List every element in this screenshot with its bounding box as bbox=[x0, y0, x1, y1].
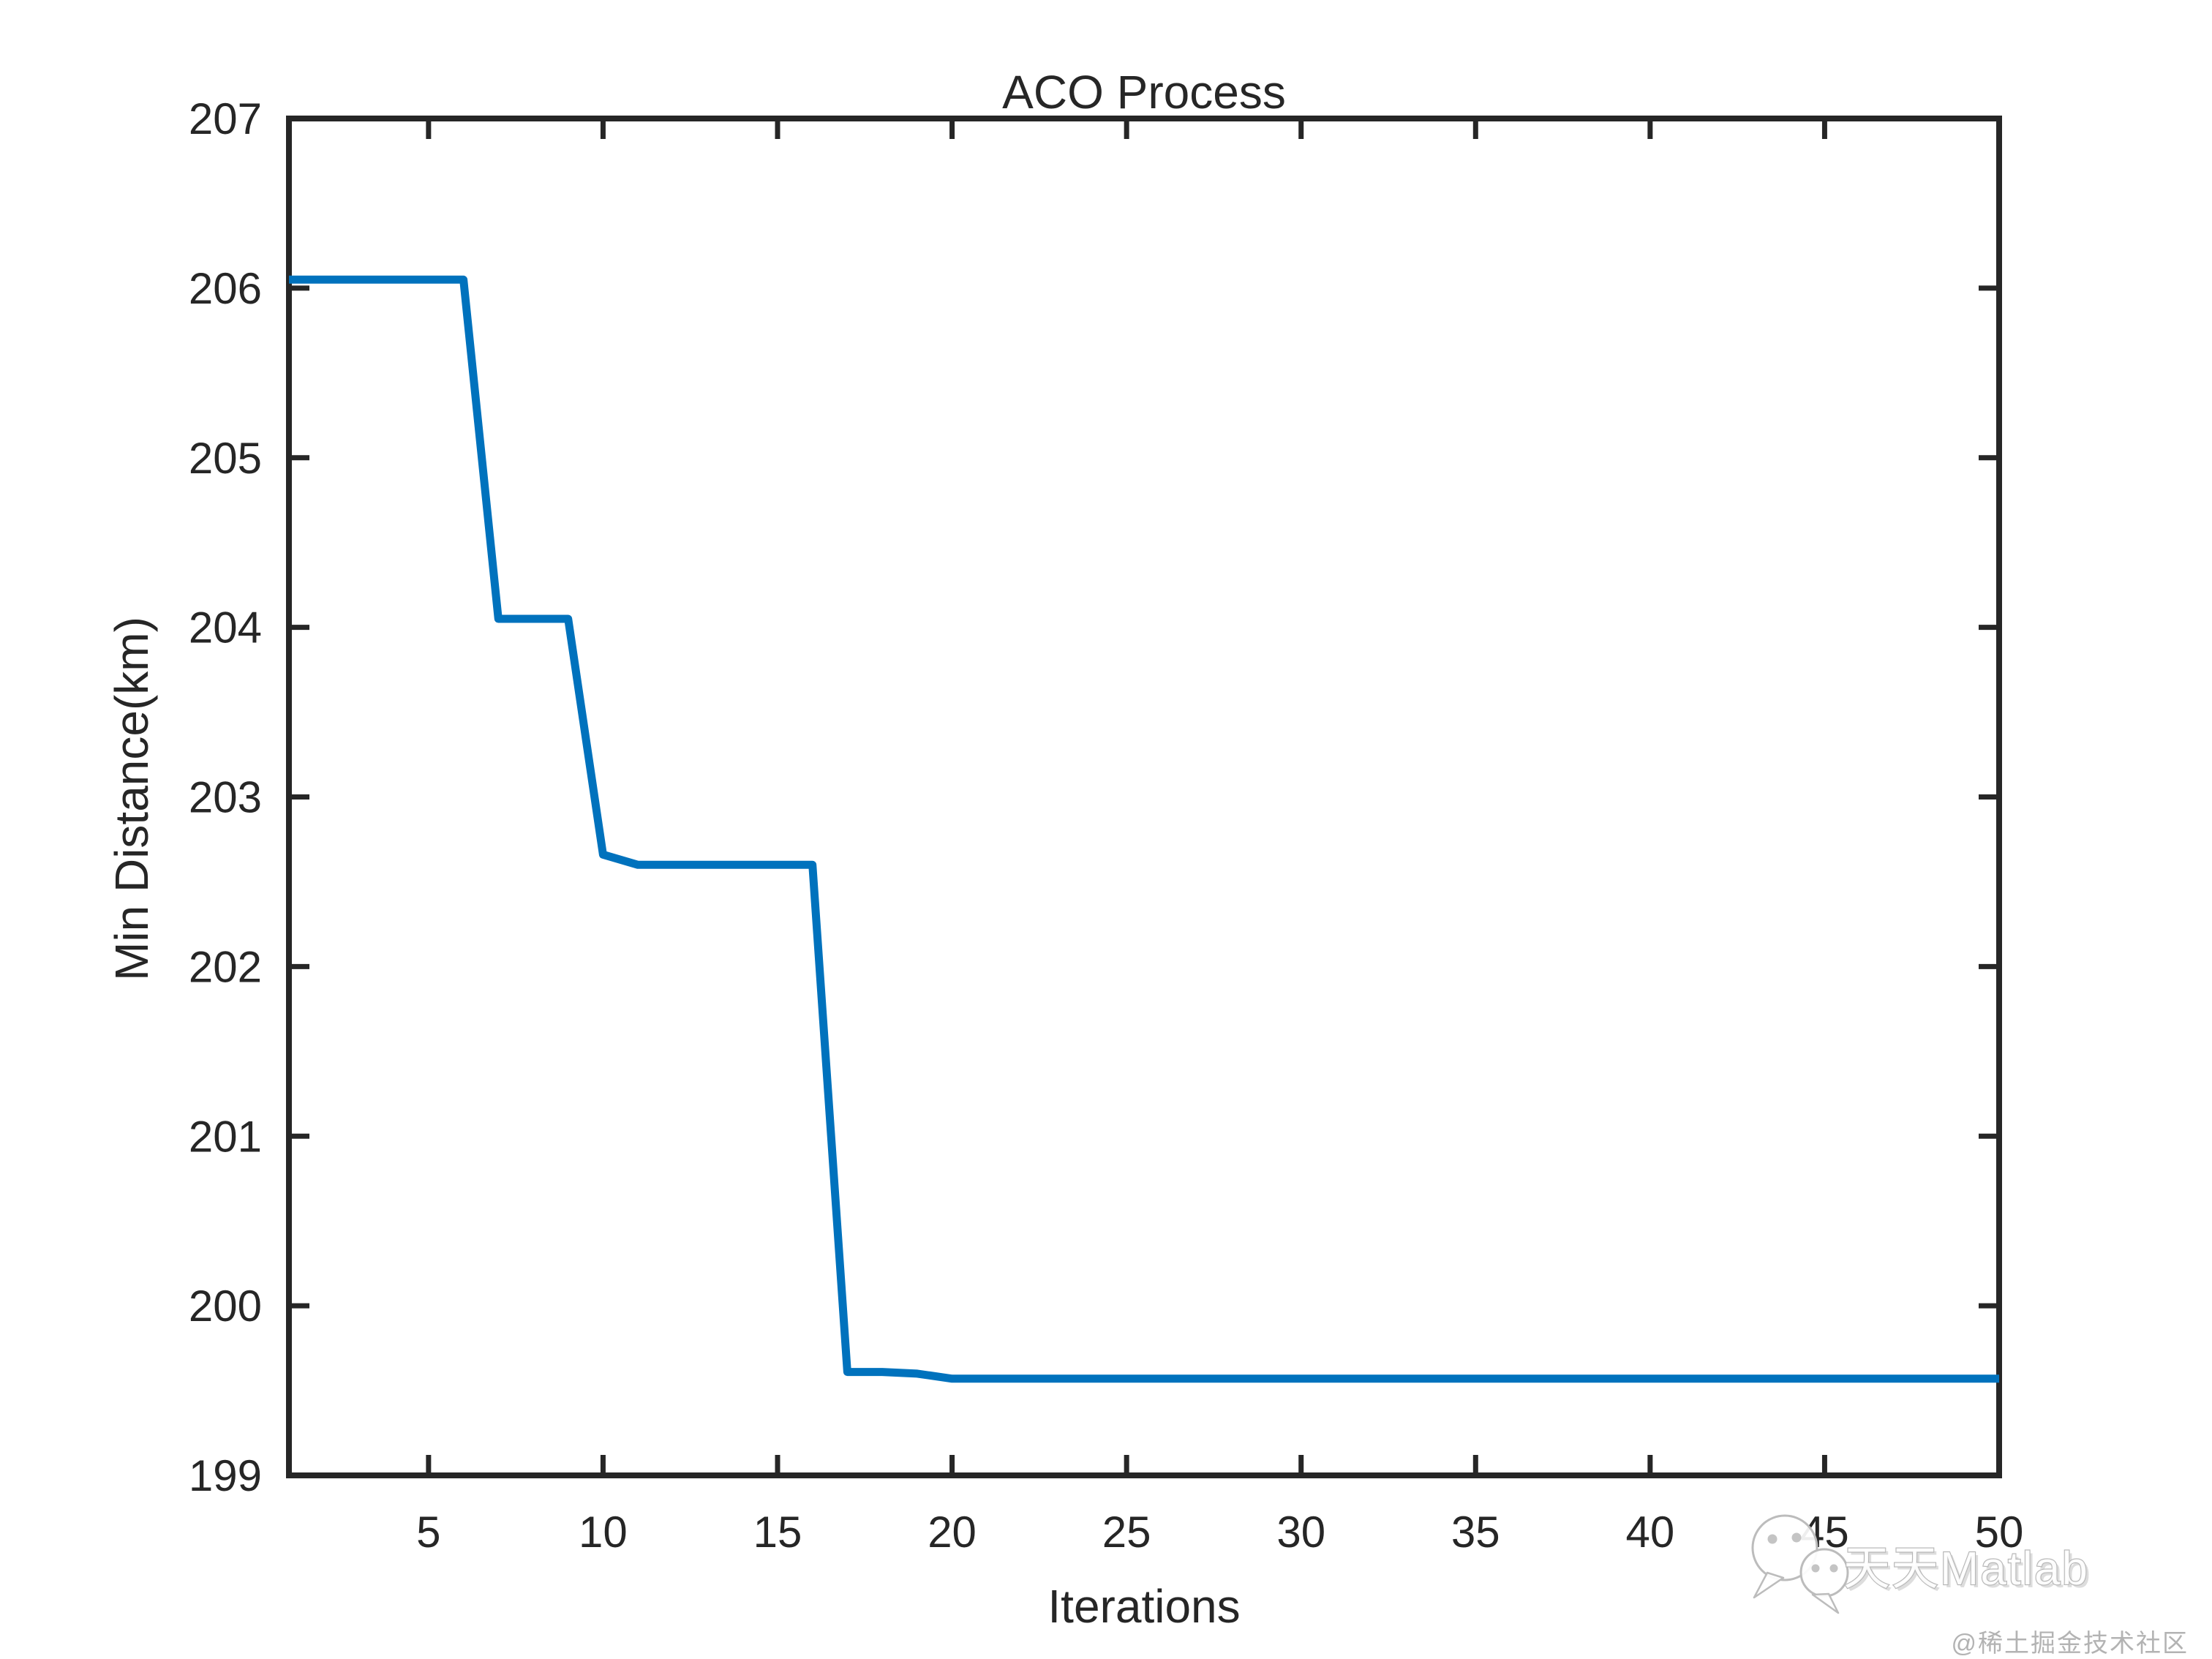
y-tick-label: 203 bbox=[189, 773, 262, 822]
x-tick-label: 30 bbox=[1276, 1508, 1325, 1557]
x-tick-label: 25 bbox=[1102, 1508, 1151, 1557]
y-tick-label: 207 bbox=[189, 94, 262, 143]
wechat-big-bubble-eye bbox=[1791, 1532, 1802, 1543]
wechat-big-bubble-eye bbox=[1767, 1534, 1778, 1544]
plot-area: 5 10 15 20 25 30 35 40 45 50199200201202203204205… bbox=[189, 94, 2023, 1557]
y-tick-label: 200 bbox=[189, 1282, 262, 1331]
x-tick-label: 5 bbox=[416, 1508, 440, 1557]
y-tick-label: 202 bbox=[189, 942, 262, 991]
x-tick-label: 50 bbox=[1975, 1508, 2024, 1557]
wechat-big-bubble-tail bbox=[1753, 1571, 1785, 1599]
y-tick-label: 201 bbox=[189, 1112, 262, 1161]
x-tick-label: 10 bbox=[579, 1508, 628, 1557]
y-tick-label: 206 bbox=[189, 264, 262, 313]
chart-title: ACO Process bbox=[1002, 66, 1286, 118]
x-axis-label: Iterations bbox=[1047, 1580, 1240, 1633]
y-tick-label: 204 bbox=[189, 603, 262, 652]
y-tick-label: 199 bbox=[189, 1451, 262, 1500]
x-tick-label: 15 bbox=[753, 1508, 802, 1557]
watermark-text-shadow: 天天Matlab bbox=[1846, 1545, 2092, 1598]
watermark-text: 天天Matlab bbox=[1843, 1542, 2089, 1595]
wechat-logo-icon bbox=[1751, 1514, 1849, 1614]
axes-frame bbox=[286, 116, 2002, 1478]
x-tick-label: 20 bbox=[928, 1508, 977, 1557]
wechat-small-bubble-tail bbox=[1811, 1592, 1840, 1614]
watermark: 天天Matlab 天天Matlab bbox=[1751, 1514, 2092, 1614]
credit-text: @稀土掘金技术社区 bbox=[1951, 1630, 2189, 1658]
x-tick-label: 40 bbox=[1625, 1508, 1674, 1557]
y-axis-label: Min Distance(km) bbox=[105, 617, 158, 981]
wechat-big-bubble bbox=[1751, 1514, 1818, 1581]
min-distance-line bbox=[289, 275, 1999, 1383]
x-tick-label: 35 bbox=[1451, 1508, 1500, 1557]
wechat-small-bubble bbox=[1799, 1548, 1849, 1598]
wechat-small-bubble-eye bbox=[1811, 1564, 1820, 1573]
y-tick-label: 205 bbox=[189, 434, 262, 483]
wechat-small-bubble-eye bbox=[1829, 1564, 1838, 1573]
